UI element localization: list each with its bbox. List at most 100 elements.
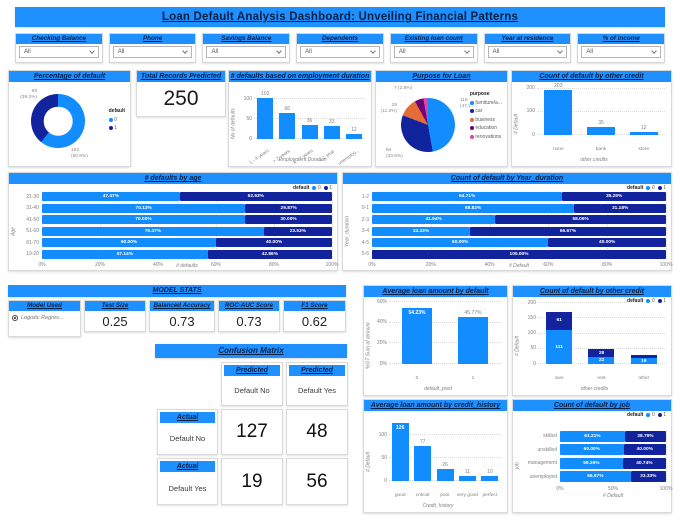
bar-segment-default-1[interactable]: 23.53% xyxy=(263,226,332,236)
bar-segment-default-1[interactable]: 29.87% xyxy=(245,203,332,213)
bar-segment-default-0[interactable]: 60.00% xyxy=(560,444,624,456)
cm-true-negative: 127 xyxy=(221,409,283,455)
bar-segment-default-1[interactable]: 61 xyxy=(546,311,573,331)
bar[interactable]: 11 xyxy=(458,469,476,481)
bar-segment-default-0[interactable]: 19 xyxy=(630,358,657,364)
legend-item[interactable]: education xyxy=(469,125,497,131)
bar[interactable]: 66 xyxy=(279,106,296,139)
legend-item[interactable]: 1 xyxy=(108,125,117,131)
bar-segment-default-0[interactable]: 64.71% xyxy=(372,192,563,202)
filter-dropdown[interactable]: All xyxy=(487,46,568,58)
bar-value-label: 68.82% xyxy=(465,205,482,211)
legend-dot xyxy=(323,186,328,190)
bar-segment-default-1[interactable]: 100.00% xyxy=(372,249,666,259)
filter-dropdown[interactable]: All xyxy=(206,46,287,58)
legend-item[interactable]: car xyxy=(469,108,482,114)
bar-segment-default-1[interactable]: 38.79% xyxy=(624,430,666,442)
bar-segment-default-1[interactable]: 31.18% xyxy=(574,203,666,213)
x-axis-title: Employment Duration xyxy=(278,157,327,163)
filter-dropdown[interactable]: All xyxy=(581,46,662,58)
bar-value-label: 126 xyxy=(396,425,405,432)
y-category-label: 61-70 xyxy=(26,239,39,246)
bar-segment-default-1[interactable]: 33.33% xyxy=(630,471,666,483)
legend-item[interactable]: 0 xyxy=(312,185,321,191)
bar-segment-default-1[interactable]: 28 xyxy=(588,348,615,358)
bar[interactable]: 126 xyxy=(391,423,409,481)
bar-segment-default-1[interactable]: 58.06% xyxy=(495,215,666,225)
bar[interactable]: 12 xyxy=(345,127,362,139)
legend-item[interactable]: furniture/a... xyxy=(469,100,502,106)
bar-segment-default-1[interactable]: 40.00% xyxy=(548,238,666,248)
bar-segment-default-1[interactable]: 40.00% xyxy=(623,444,666,456)
bar-segment-default-0[interactable]: 60.00% xyxy=(372,238,549,248)
bar[interactable]: 203 xyxy=(544,83,573,135)
bar[interactable]: 45.77% xyxy=(458,310,488,364)
bar[interactable]: 26 xyxy=(436,462,454,481)
legend-item[interactable]: business xyxy=(469,117,495,123)
bar-segment-default-1[interactable]: 42.86% xyxy=(207,249,332,259)
bar-segment-default-0[interactable]: 70.13% xyxy=(42,203,246,213)
bar-segment-default-1[interactable]: 40.74% xyxy=(622,457,666,469)
bar-segment-default-1[interactable]: 35.29% xyxy=(562,192,666,202)
donut-chart[interactable] xyxy=(31,94,85,148)
data-label: 152 (60.8%) xyxy=(71,148,88,160)
bar-segment-default-0[interactable]: 76.47% xyxy=(42,226,264,236)
bar-segment-default-0[interactable]: 41.94% xyxy=(372,215,496,225)
gridline xyxy=(389,321,501,323)
legend-item[interactable]: 0 xyxy=(646,412,655,418)
legend-item[interactable]: renovations xyxy=(469,134,501,140)
radio-selected-icon[interactable] xyxy=(12,315,18,321)
bar-value-label: 100.00% xyxy=(509,251,529,257)
bar-segment-default-0[interactable]: 68.82% xyxy=(372,203,575,213)
x-tick-label: 40% xyxy=(152,262,164,269)
gridline xyxy=(548,192,550,259)
legend-item[interactable]: 1 xyxy=(323,185,332,191)
legend-item[interactable]: 1 xyxy=(657,412,666,418)
card-credit-history: Average loan amount by credit_history # … xyxy=(363,399,508,513)
balanced-accuracy-value: 0.73 xyxy=(169,313,195,329)
model-used-card: Model Used Logistic Regres... xyxy=(8,300,81,337)
y-category-label: 5-6 xyxy=(361,251,369,258)
bar[interactable]: 77 xyxy=(414,439,432,481)
bar-segment-default-0[interactable]: 47.47% xyxy=(42,192,180,202)
card-year-duration: Count of default by Year_duration defaul… xyxy=(342,172,672,271)
bar-segment-default-0[interactable]: 57.14% xyxy=(42,249,208,259)
bar-segment-default-1[interactable]: 66.67% xyxy=(469,226,666,236)
bar-segment-default-1[interactable]: 52.53% xyxy=(179,192,332,202)
bar-segment-default-0[interactable]: 66.67% xyxy=(560,471,631,483)
bar-segment-default-0[interactable]: 111 xyxy=(546,330,573,364)
bar-value-label: 38.79% xyxy=(637,433,654,439)
bar[interactable]: 10 xyxy=(481,469,499,481)
filter-dropdown[interactable]: All xyxy=(393,46,474,58)
legend-item[interactable]: 0 xyxy=(108,117,117,123)
legend-item[interactable]: 0 xyxy=(646,298,655,304)
bar-segment-default-1[interactable]: 40.00% xyxy=(216,238,332,248)
pie-chart[interactable] xyxy=(401,98,455,152)
bar-segment-default-0[interactable]: 61.21% xyxy=(560,430,625,442)
filter-dropdown[interactable]: All xyxy=(300,46,380,58)
legend-item[interactable]: 1 xyxy=(657,298,666,304)
bar[interactable]: 103 xyxy=(257,91,274,139)
bar[interactable]: 35 xyxy=(587,120,615,135)
bar-value-label: 40.00% xyxy=(599,240,616,246)
y-tick-label: 0 xyxy=(249,135,252,142)
bar-segment-default-0[interactable]: 33.33% xyxy=(372,226,470,236)
filter-dropdown[interactable]: All xyxy=(112,46,193,58)
bar-segment-default-0[interactable]: 70.00% xyxy=(42,215,245,225)
legend-item[interactable]: 0 xyxy=(646,185,655,191)
bar-segment-default-1[interactable]: 30.00% xyxy=(245,215,332,225)
bar-segment-default-0[interactable]: 22 xyxy=(588,357,615,364)
bar[interactable]: 33 xyxy=(323,119,340,139)
x-category-label: 1 xyxy=(471,376,475,381)
bar-segment-default-1[interactable] xyxy=(630,355,657,359)
bar[interactable]: 54.23% xyxy=(402,308,432,364)
bar[interactable]: 12 xyxy=(629,125,658,135)
bar-segment-default-0[interactable]: 59.26% xyxy=(560,457,623,469)
filter-dropdown[interactable]: All xyxy=(19,46,99,58)
legend-item[interactable]: 1 xyxy=(657,185,666,191)
bar[interactable]: 36 xyxy=(301,118,318,139)
legend-dot xyxy=(108,126,113,130)
x-category-label: very good xyxy=(456,493,478,498)
bar-segment-default-0[interactable]: 60.00% xyxy=(42,238,216,248)
gridline xyxy=(666,192,667,259)
